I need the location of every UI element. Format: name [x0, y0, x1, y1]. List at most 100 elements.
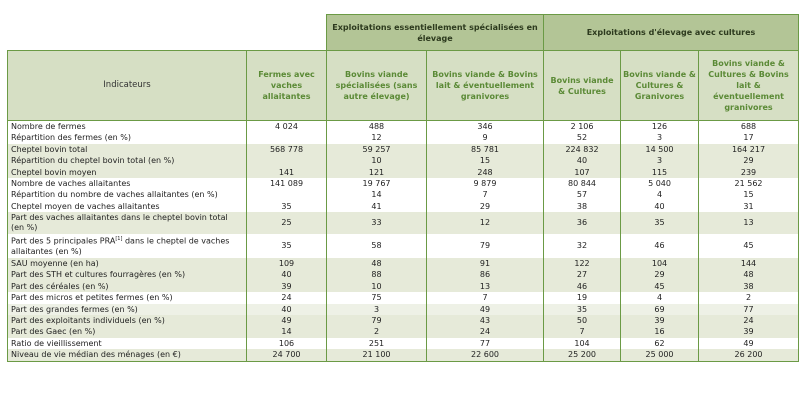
cell-value: 40: [246, 269, 327, 281]
data-table-container: Exploitations essentiellement spécialisé…: [7, 14, 800, 362]
cell-value: 4: [620, 292, 700, 304]
cell-value: [246, 132, 327, 144]
row-label-text: Part des 5 principales PRA: [11, 236, 116, 246]
cell-value: 52: [543, 132, 622, 144]
group-header-row: Exploitations essentiellement spécialisé…: [7, 14, 800, 51]
row-label: Part des vaches allaitantes dans le chep…: [7, 212, 247, 235]
cell-value: 45: [620, 280, 700, 293]
cell-value: 22 600: [425, 349, 545, 362]
cell-value: 50: [543, 314, 622, 327]
group-header-specialized: Exploitations essentiellement spécialisé…: [325, 14, 545, 51]
cell-value: 3: [620, 155, 700, 167]
cell-value: 36: [543, 212, 622, 235]
cell-value: 17: [698, 132, 800, 144]
cell-value: 45: [698, 234, 800, 258]
column-header-all-farms: Fermes avec vaches allaitantes: [246, 50, 327, 121]
cell-value: 141 089: [246, 178, 327, 190]
cell-value: 2 106: [543, 120, 622, 133]
cell-value: 79: [326, 314, 427, 327]
cell-value: 80 844: [543, 178, 622, 190]
cell-value: 25: [246, 212, 327, 235]
cell-value: 29: [425, 200, 545, 213]
row-label: SAU moyenne (en ha): [7, 257, 247, 270]
cell-value: 49: [425, 303, 545, 315]
cell-value: 46: [543, 280, 622, 293]
row-label: Part des STH et cultures fourragères (en…: [7, 269, 247, 281]
row-label: Cheptel moyen de vaches allaitantes: [7, 200, 247, 213]
cell-value: 38: [543, 200, 622, 213]
cell-value: 121: [326, 166, 427, 179]
cell-value: 35: [543, 303, 622, 315]
table-row: Nombre de fermes 4 024 488 346 2 106 126 688: [7, 120, 800, 133]
footnote-ref[interactable]: [1]: [115, 236, 123, 243]
cell-value: 32: [543, 234, 622, 258]
cell-value: 48: [698, 269, 800, 281]
cell-value: 43: [425, 314, 545, 327]
cell-value: 57: [543, 189, 622, 201]
cell-value: 77: [698, 303, 800, 315]
cell-value: 16: [620, 326, 700, 338]
cell-value: 568 778: [246, 143, 327, 156]
cell-value: 38: [698, 280, 800, 293]
table-row: Cheptel moyen de vaches allaitantes 35 41 2…: [7, 200, 800, 213]
cell-value: 14 500: [620, 143, 700, 156]
table-row: Part des vaches allaitantes dans le chep…: [7, 212, 800, 235]
column-header-beef-crops: Bovins viande & Cultures: [543, 50, 622, 121]
table-row: Part des exploitants individuels (en %) 4…: [7, 314, 800, 327]
cell-value: 21 562: [698, 178, 800, 190]
cell-value: 19: [543, 292, 622, 304]
row-label: Répartition du nombre de vaches allaitan…: [7, 189, 247, 201]
header-blank: [7, 14, 327, 51]
table-row: Part des Gaec (en %) 14 2 24 7 16 39: [7, 326, 800, 338]
cell-value: 58: [326, 234, 427, 258]
cell-value: 39: [620, 314, 700, 327]
cell-value: 33: [326, 212, 427, 235]
column-header-row: Indicateurs Fermes avec vaches allaitant…: [7, 50, 800, 121]
table-row: Répartition du cheptel bovin total (en %…: [7, 155, 800, 167]
cell-value: 69: [620, 303, 700, 315]
row-label: Part des céréales (en %): [7, 280, 247, 293]
column-header-indicators: Indicateurs: [7, 50, 247, 121]
table-row: Part des micros et petites fermes (en %)…: [7, 292, 800, 304]
table-row: Nombre de vaches allaitantes 141 089 19 76…: [7, 178, 800, 190]
cell-value: 13: [425, 280, 545, 293]
row-label: Nombre de fermes: [7, 120, 247, 133]
cell-value: 4 024: [246, 120, 327, 133]
cell-value: 144: [698, 257, 800, 270]
table-row: Part des céréales (en %) 39 10 13 46 45 38: [7, 280, 800, 293]
row-label: Cheptel bovin total: [7, 143, 247, 156]
row-label: Part des micros et petites fermes (en %): [7, 292, 247, 304]
cell-value: 48: [326, 257, 427, 270]
cell-value: 49: [246, 314, 327, 327]
cell-value: 13: [698, 212, 800, 235]
column-header-beef-crops-granivores: Bovins viande & Cultures & Granivores: [620, 50, 700, 121]
cell-value: 224 832: [543, 143, 622, 156]
table-row: Part des STH et cultures fourragères (en…: [7, 269, 800, 281]
cell-value: 35: [246, 200, 327, 213]
cell-value: 10: [326, 155, 427, 167]
cell-value: 49: [698, 337, 800, 350]
row-label: Part des exploitants individuels (en %): [7, 314, 247, 327]
group-header-with-crops: Exploitations d'élevage avec cultures: [543, 14, 800, 51]
column-header-beef-specialized: Bovins viande spécialisées (sans autre é…: [326, 50, 427, 121]
cell-value: 41: [326, 200, 427, 213]
cell-value: 62: [620, 337, 700, 350]
cell-value: 24 700: [246, 349, 327, 362]
row-label: Part des 5 principales PRA[1] dans le ch…: [7, 234, 247, 258]
cell-value: 25 000: [620, 349, 700, 362]
cell-value: 688: [698, 120, 800, 133]
cell-value: 15: [698, 189, 800, 201]
cell-value: 24: [425, 326, 545, 338]
cell-value: 31: [698, 200, 800, 213]
cell-value: 488: [326, 120, 427, 133]
cell-value: 91: [425, 257, 545, 270]
cell-value: 59 257: [326, 143, 427, 156]
table-row: Répartition du nombre de vaches allaitan…: [7, 189, 800, 201]
table-row: Cheptel bovin moyen 141 121 248 107 115 239: [7, 166, 800, 179]
cell-value: 141: [246, 166, 327, 179]
table-row: Part des 5 principales PRA[1] dans le ch…: [7, 234, 800, 258]
cell-value: 106: [246, 337, 327, 350]
cell-value: 19 767: [326, 178, 427, 190]
cell-value: 104: [620, 257, 700, 270]
cell-value: 248: [425, 166, 545, 179]
